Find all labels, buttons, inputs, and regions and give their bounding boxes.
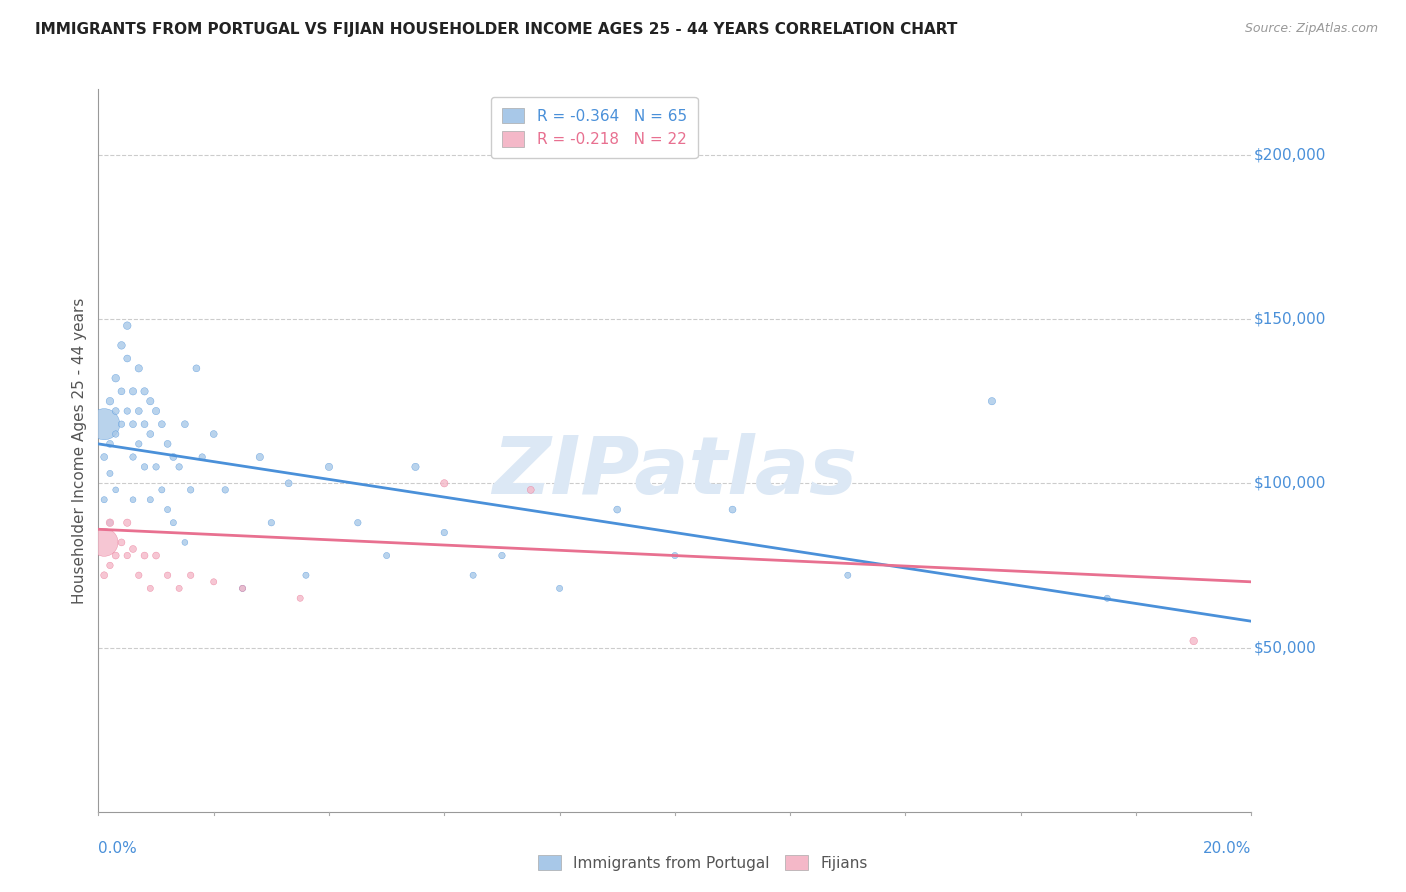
- Point: [433, 525, 456, 540]
- Point: [104, 483, 127, 497]
- Text: IMMIGRANTS FROM PORTUGAL VS FIJIAN HOUSEHOLDER INCOME AGES 25 - 44 YEARS CORRELA: IMMIGRANTS FROM PORTUGAL VS FIJIAN HOUSE…: [35, 22, 957, 37]
- Text: 20.0%: 20.0%: [1204, 840, 1251, 855]
- Point: [180, 483, 202, 497]
- Point: [134, 549, 156, 563]
- Point: [150, 483, 173, 497]
- Point: [139, 394, 162, 409]
- Point: [122, 450, 145, 464]
- Point: [110, 417, 132, 432]
- Point: [104, 404, 127, 418]
- Point: [145, 404, 167, 418]
- Point: [405, 459, 427, 474]
- Point: [98, 558, 121, 573]
- Point: [104, 427, 127, 442]
- Point: [145, 459, 167, 474]
- Point: [122, 384, 145, 399]
- Point: [433, 476, 456, 491]
- Point: [721, 502, 744, 516]
- Point: [981, 394, 1004, 409]
- Point: [156, 568, 179, 582]
- Point: [491, 549, 513, 563]
- Point: [110, 535, 132, 549]
- Point: [117, 318, 139, 333]
- Point: [122, 541, 145, 556]
- Point: [375, 549, 398, 563]
- Point: [110, 338, 132, 352]
- Legend: R = -0.364   N = 65, R = -0.218   N = 22: R = -0.364 N = 65, R = -0.218 N = 22: [491, 97, 697, 158]
- Point: [98, 516, 121, 530]
- Point: [98, 394, 121, 409]
- Point: [174, 417, 197, 432]
- Point: [139, 492, 162, 507]
- Point: [93, 568, 115, 582]
- Point: [139, 427, 162, 442]
- Point: [249, 450, 271, 464]
- Text: $50,000: $50,000: [1254, 640, 1316, 655]
- Point: [295, 568, 318, 582]
- Point: [156, 437, 179, 451]
- Point: [231, 582, 254, 596]
- Point: [520, 483, 543, 497]
- Point: [277, 476, 299, 491]
- Point: [128, 361, 150, 376]
- Point: [260, 516, 283, 530]
- Point: [202, 427, 225, 442]
- Point: [117, 549, 139, 563]
- Point: [93, 535, 115, 549]
- Point: [548, 582, 571, 596]
- Point: [98, 467, 121, 481]
- Point: [156, 502, 179, 516]
- Point: [191, 450, 214, 464]
- Point: [117, 404, 139, 418]
- Point: [162, 516, 184, 530]
- Point: [134, 384, 156, 399]
- Point: [134, 459, 156, 474]
- Text: ZIPatlas: ZIPatlas: [492, 434, 858, 511]
- Point: [122, 492, 145, 507]
- Point: [110, 384, 132, 399]
- Text: 0.0%: 0.0%: [98, 840, 138, 855]
- Point: [214, 483, 236, 497]
- Text: $200,000: $200,000: [1254, 147, 1326, 162]
- Legend: Immigrants from Portugal, Fijians: Immigrants from Portugal, Fijians: [529, 846, 877, 880]
- Point: [117, 516, 139, 530]
- Point: [93, 417, 115, 432]
- Point: [318, 459, 340, 474]
- Point: [231, 582, 254, 596]
- Point: [134, 417, 156, 432]
- Point: [122, 417, 145, 432]
- Point: [150, 417, 173, 432]
- Point: [98, 516, 121, 530]
- Point: [1097, 591, 1119, 606]
- Point: [202, 574, 225, 589]
- Point: [1182, 634, 1205, 648]
- Point: [98, 437, 121, 451]
- Point: [128, 568, 150, 582]
- Point: [180, 568, 202, 582]
- Point: [664, 549, 686, 563]
- Point: [93, 492, 115, 507]
- Point: [145, 549, 167, 563]
- Point: [128, 404, 150, 418]
- Point: [104, 371, 127, 385]
- Text: $100,000: $100,000: [1254, 475, 1326, 491]
- Point: [117, 351, 139, 366]
- Point: [346, 516, 368, 530]
- Point: [162, 450, 184, 464]
- Text: $150,000: $150,000: [1254, 311, 1326, 326]
- Point: [167, 459, 190, 474]
- Text: Source: ZipAtlas.com: Source: ZipAtlas.com: [1244, 22, 1378, 36]
- Point: [139, 582, 162, 596]
- Point: [167, 582, 190, 596]
- Point: [290, 591, 312, 606]
- Point: [128, 437, 150, 451]
- Point: [461, 568, 484, 582]
- Point: [186, 361, 208, 376]
- Point: [837, 568, 859, 582]
- Point: [93, 450, 115, 464]
- Point: [104, 549, 127, 563]
- Y-axis label: Householder Income Ages 25 - 44 years: Householder Income Ages 25 - 44 years: [72, 297, 87, 604]
- Point: [606, 502, 628, 516]
- Point: [174, 535, 197, 549]
